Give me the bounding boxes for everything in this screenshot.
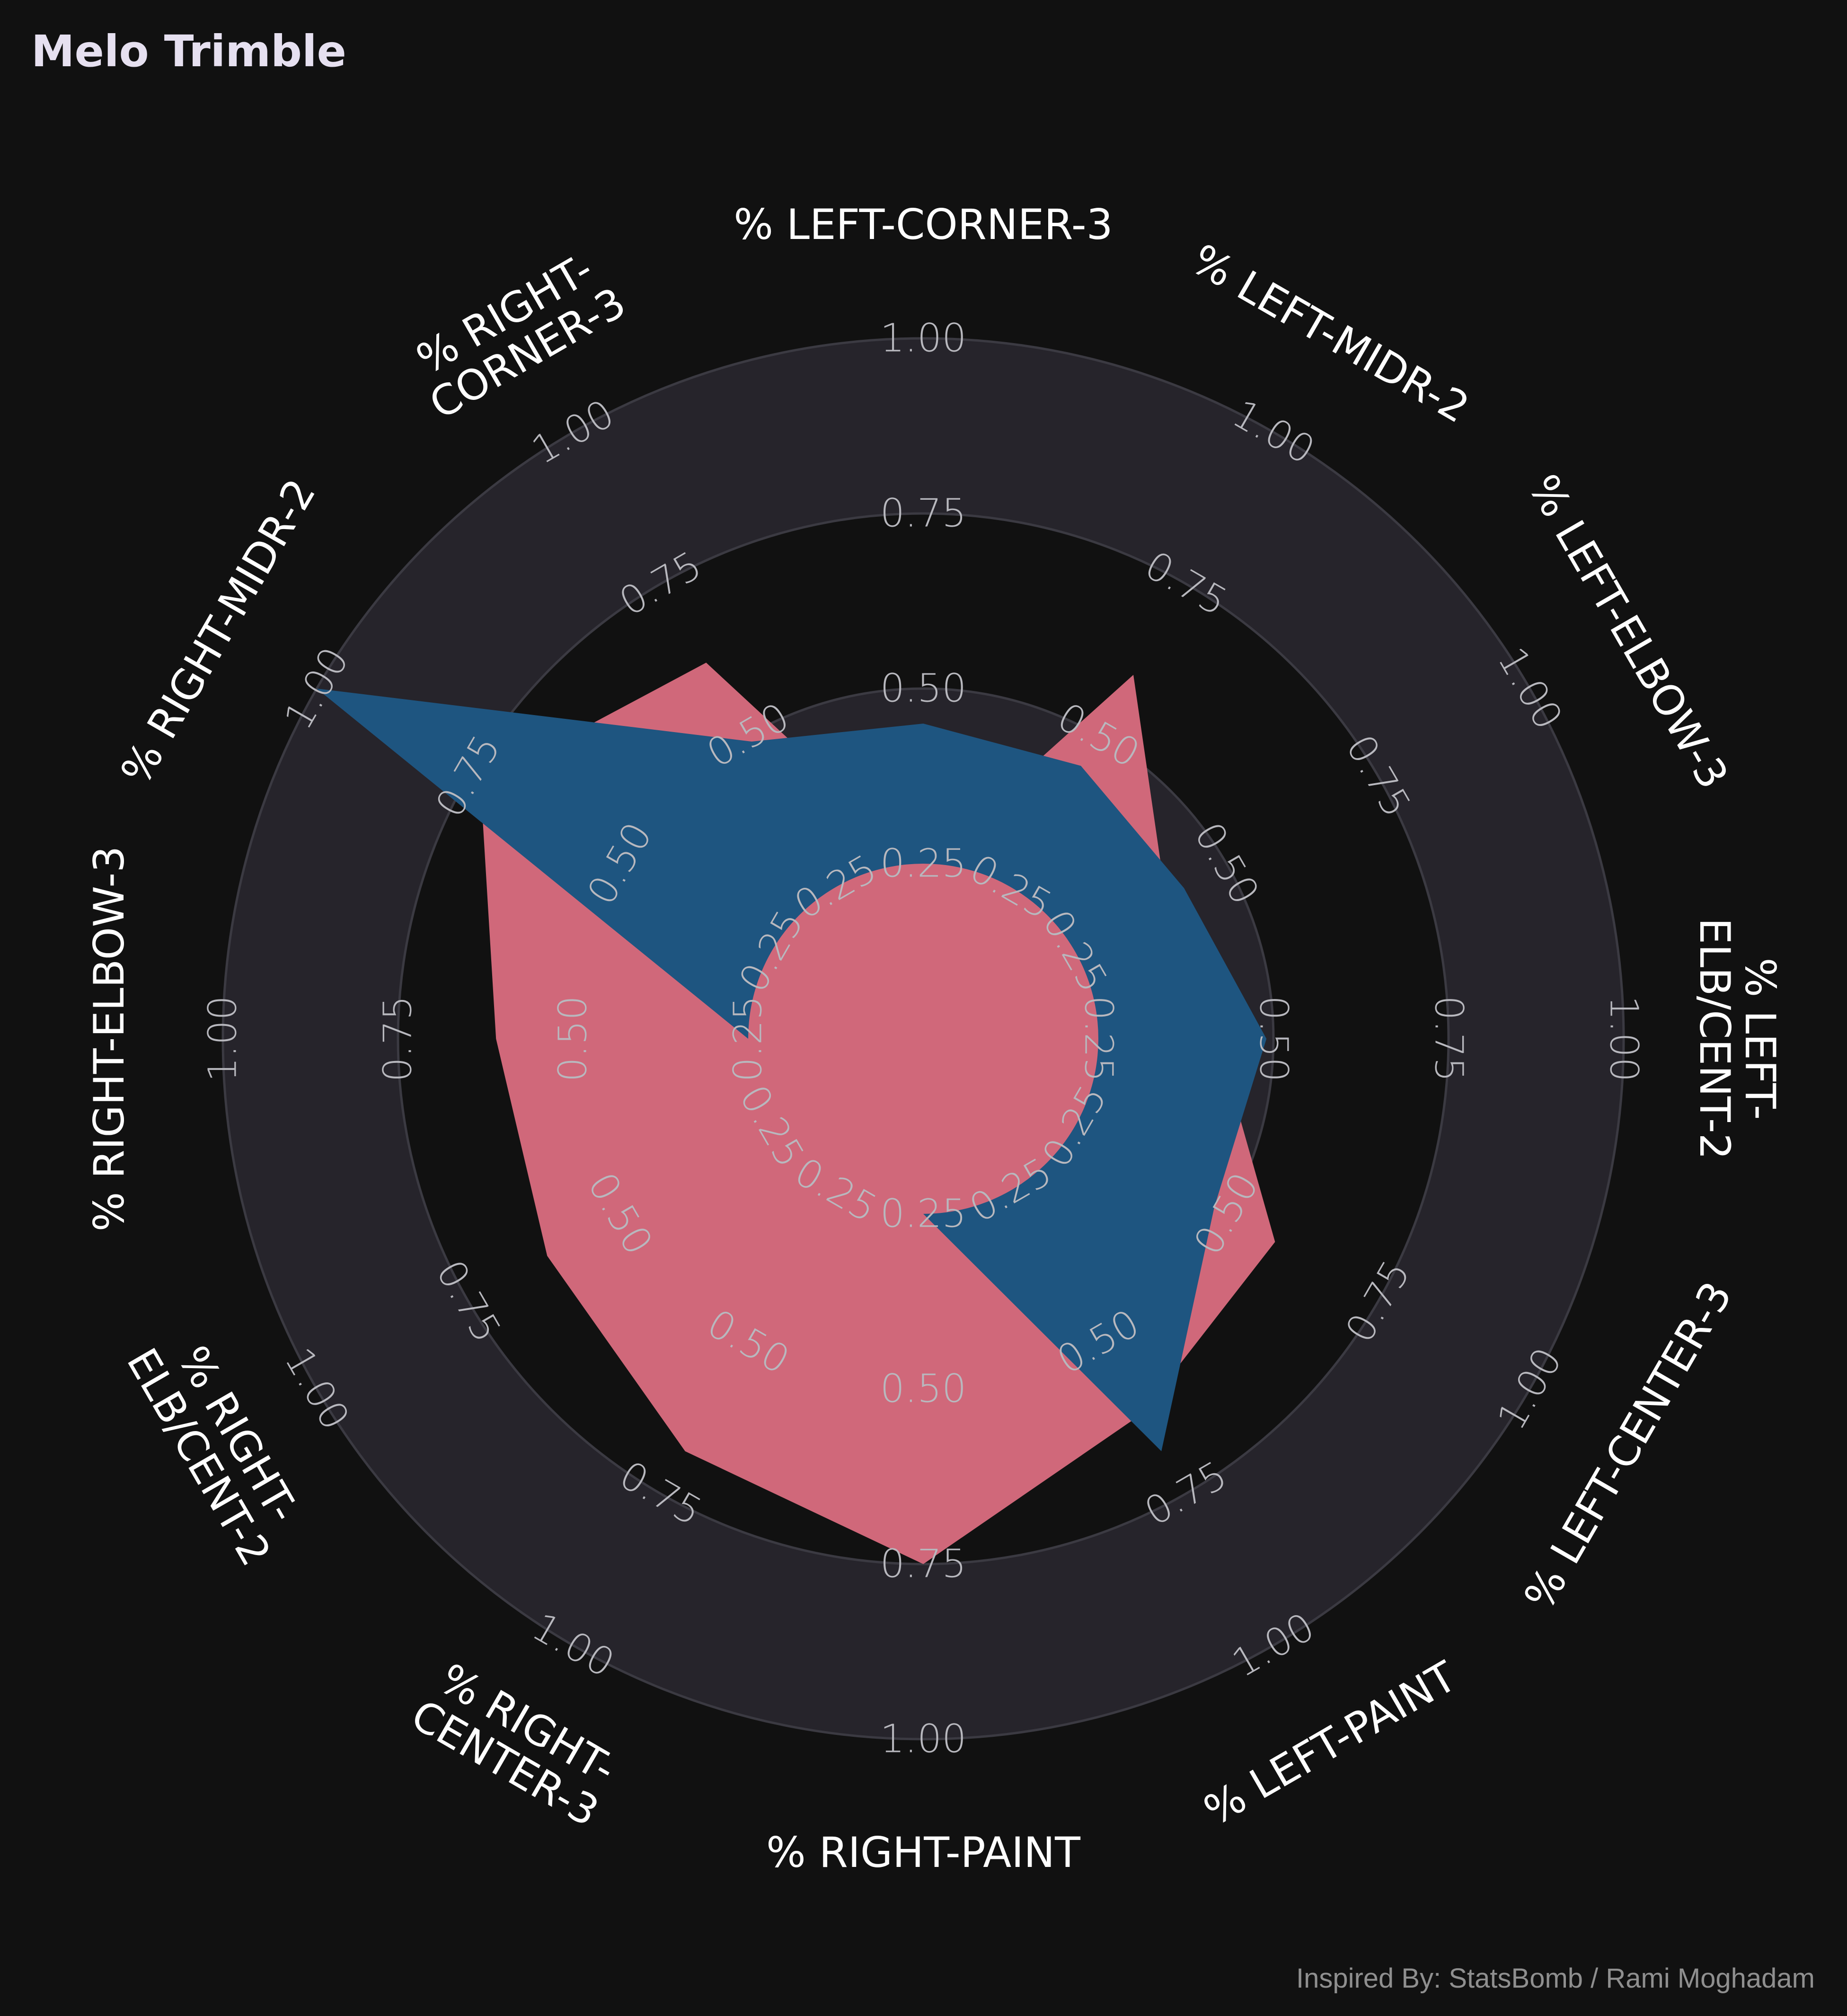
axis-label: % LEFT-ELB/CENT-2 <box>1690 918 1785 1160</box>
tick-label: 0.50 <box>551 996 596 1082</box>
axis-label: % LEFT-CORNER-3 <box>733 200 1113 249</box>
axis-label: % RIGHT-ELBOW-3 <box>85 846 133 1231</box>
tick-label: 1.00 <box>880 1717 967 1762</box>
tick-label: 1.00 <box>201 996 246 1082</box>
tick-label: 0.75 <box>1426 996 1471 1082</box>
tick-label: 0.50 <box>880 666 967 711</box>
tick-label: 0.75 <box>880 491 967 536</box>
inner-circle <box>748 864 1098 1214</box>
tick-label: 0.25 <box>880 841 967 886</box>
tick-label: 0.50 <box>1251 996 1296 1082</box>
tick-label: 1.00 <box>1601 996 1646 1082</box>
axis-label: % RIGHT-PAINT <box>766 1828 1081 1877</box>
tick-label: 0.25 <box>1076 996 1121 1082</box>
credit-text: Inspired By: StatsBomb / Rami Moghadam <box>1296 1963 1815 1994</box>
tick-label: 0.50 <box>880 1367 967 1412</box>
tick-label: 1.00 <box>880 316 967 361</box>
page-title: Melo Trimble <box>31 26 346 77</box>
tick-label: 0.75 <box>880 1542 967 1587</box>
tick-label: 0.75 <box>376 996 421 1082</box>
radar-series <box>317 663 1275 1564</box>
tick-label: 0.25 <box>726 996 771 1082</box>
tick-label: 0.25 <box>880 1192 967 1237</box>
